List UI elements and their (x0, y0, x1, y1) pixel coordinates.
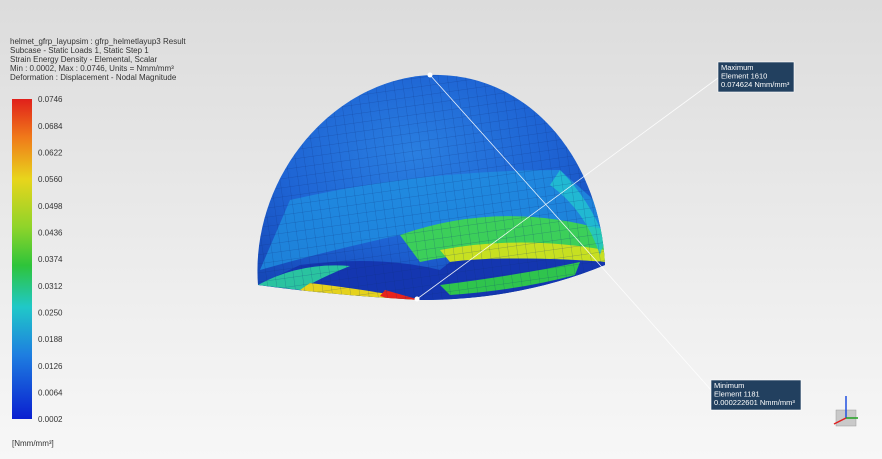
legend-label: 0.0064 (38, 388, 63, 397)
legend-label: 0.0746 (38, 95, 63, 104)
legend-label: 0.0560 (38, 175, 63, 184)
legend-label: 0.0188 (38, 335, 63, 344)
header-line: helmet_gfrp_layupsim : gfrp_helmetlayup3… (10, 37, 186, 46)
legend-label: 0.0374 (38, 255, 63, 264)
header-line: Subcase - Static Loads 1, Static Step 1 (10, 46, 149, 55)
legend-unit: [Nmm/mm³] (12, 439, 54, 448)
legend-label: 0.0002 (38, 415, 63, 424)
viewport: helmet_gfrp_layupsim : gfrp_helmetlayup3… (0, 0, 882, 459)
legend-label: 0.0312 (38, 282, 63, 291)
legend-label: 0.0436 (38, 228, 63, 237)
legend-label: 0.0684 (38, 122, 63, 131)
legend-label: 0.0126 (38, 362, 63, 371)
callout-line: 0.074624 Nmm/mm³ (721, 80, 790, 89)
legend-label: 0.0498 (38, 202, 63, 211)
legend-label: 0.0250 (38, 308, 63, 317)
header-line: Min : 0.0002, Max : 0.0746, Units = Nmm/… (10, 64, 174, 73)
header-line: Deformation : Displacement - Nodal Magni… (10, 73, 177, 82)
callout-line: 0.000222601 Nmm/mm³ (714, 398, 795, 407)
legend-label: 0.0622 (38, 148, 63, 157)
color-scale (12, 99, 32, 419)
header-line: Strain Energy Density - Elemental, Scala… (10, 55, 158, 64)
